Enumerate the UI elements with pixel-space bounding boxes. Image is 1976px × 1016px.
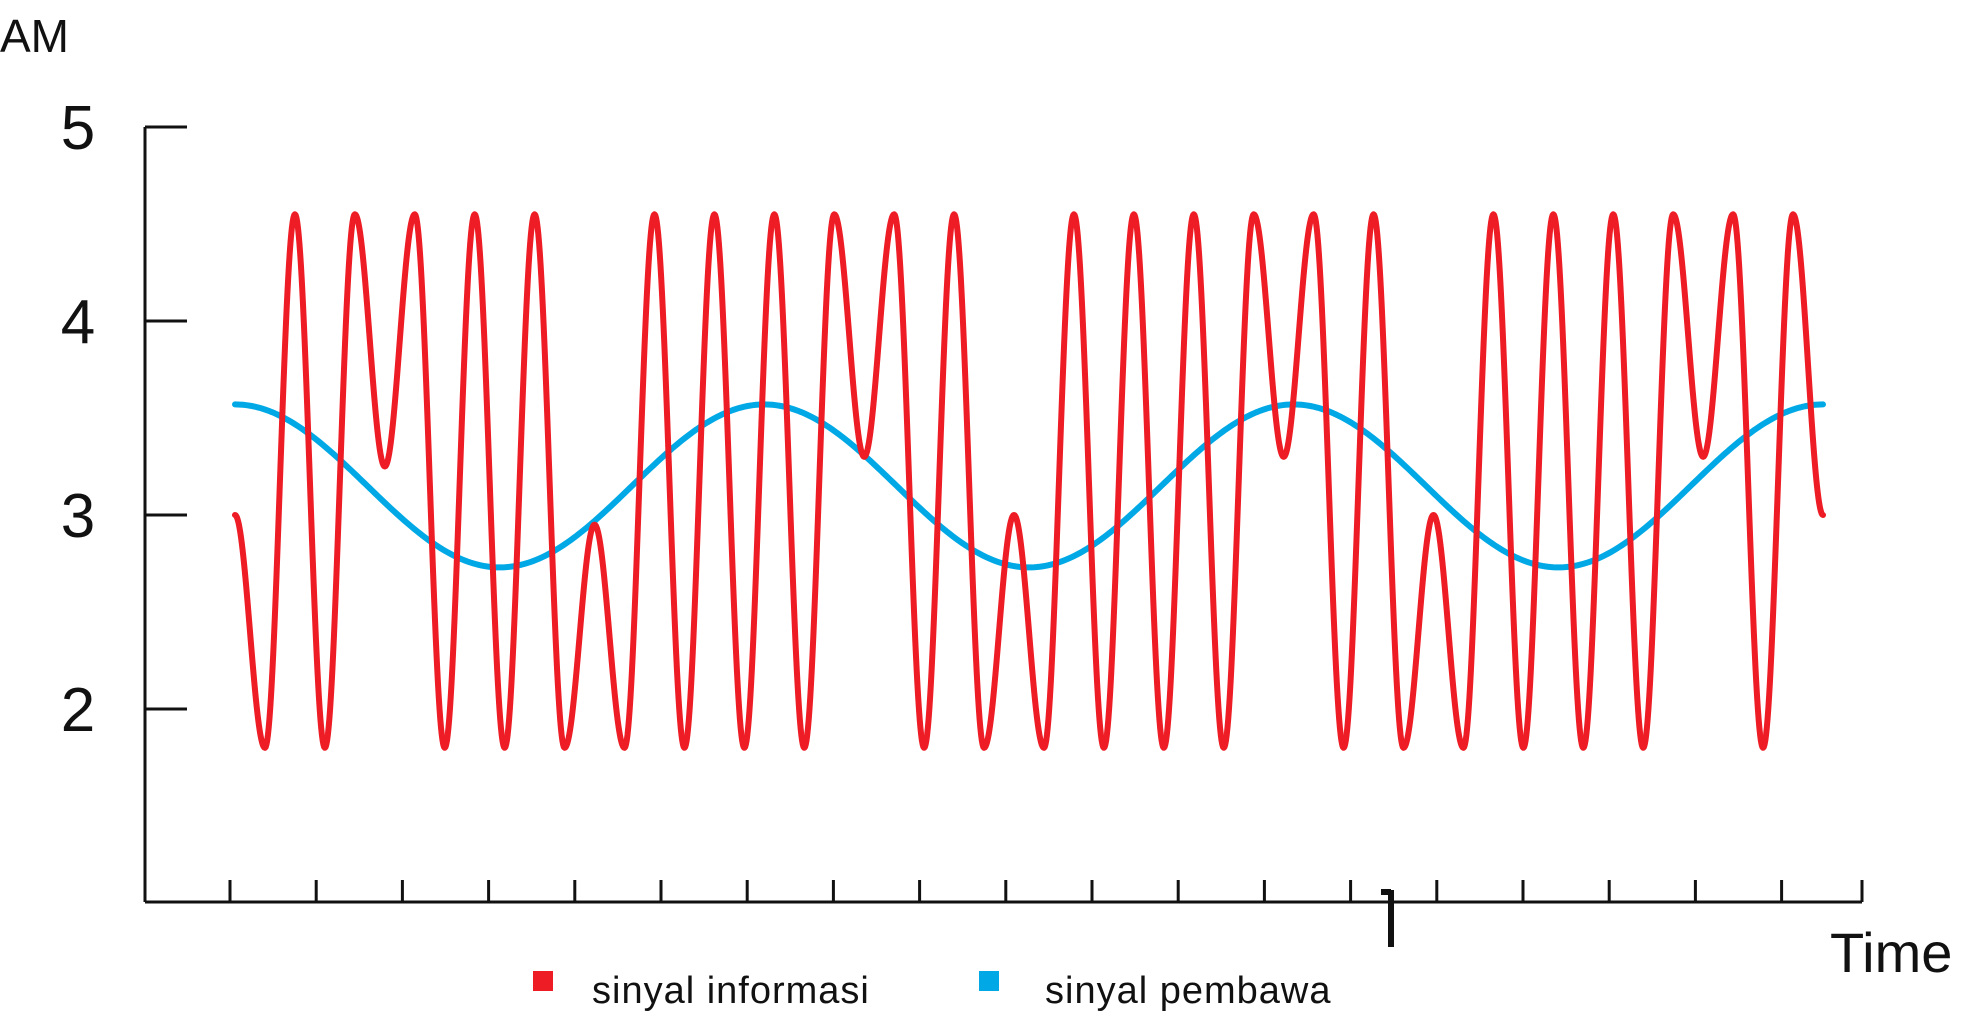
series-layer (232, 211, 1826, 751)
y-axis-label: AM (0, 10, 69, 62)
legend-swatch-informasi (533, 971, 553, 991)
legend-swatch-pembawa (979, 971, 999, 991)
y-tick-label-2: 2 (61, 676, 95, 745)
series-line-pembawa (232, 401, 1826, 571)
legend: sinyal informasi sinyal pembawa (533, 970, 1331, 1012)
legend-label-informasi: sinyal informasi (592, 970, 870, 1012)
tick-labels: 2 3 4 5 (61, 94, 95, 745)
y-tick-label-3: 3 (61, 482, 95, 551)
tick-marks (145, 125, 1864, 947)
legend-label-pembawa: sinyal pembawa (1045, 970, 1331, 1012)
series-line-informasi (232, 211, 1826, 751)
y-tick-label-5: 5 (61, 94, 95, 163)
y-tick-label-4: 4 (61, 288, 95, 357)
axes (143, 127, 1862, 904)
x-axis-label: Time (1830, 921, 1952, 984)
